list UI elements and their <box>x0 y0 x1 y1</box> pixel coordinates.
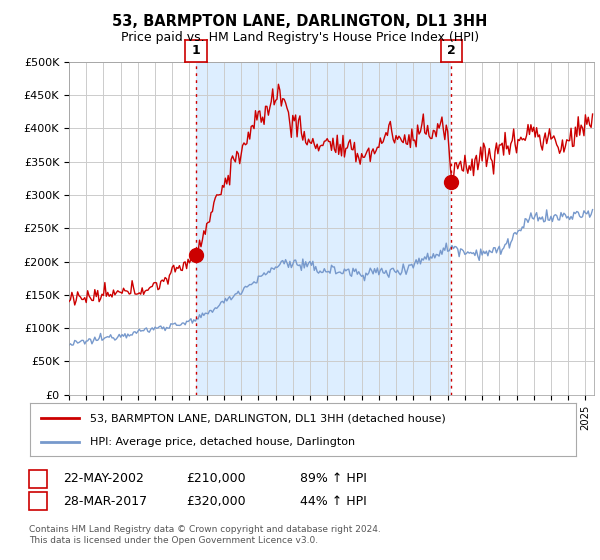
Text: HPI: Average price, detached house, Darlington: HPI: Average price, detached house, Darl… <box>90 436 355 446</box>
Text: 1: 1 <box>34 472 42 486</box>
Bar <box>196 62 451 395</box>
Text: 22-MAY-2002: 22-MAY-2002 <box>63 472 144 486</box>
Text: 28-MAR-2017: 28-MAR-2017 <box>63 494 147 508</box>
Text: £210,000: £210,000 <box>186 472 245 486</box>
Text: 1: 1 <box>191 44 200 58</box>
Text: 89% ↑ HPI: 89% ↑ HPI <box>300 472 367 486</box>
Text: 2: 2 <box>34 494 42 508</box>
Text: Price paid vs. HM Land Registry's House Price Index (HPI): Price paid vs. HM Land Registry's House … <box>121 31 479 44</box>
Text: 44% ↑ HPI: 44% ↑ HPI <box>300 494 367 508</box>
Text: £320,000: £320,000 <box>186 494 245 508</box>
Text: 53, BARMPTON LANE, DARLINGTON, DL1 3HH (detached house): 53, BARMPTON LANE, DARLINGTON, DL1 3HH (… <box>90 413 446 423</box>
Text: 2: 2 <box>447 44 456 58</box>
Text: 53, BARMPTON LANE, DARLINGTON, DL1 3HH: 53, BARMPTON LANE, DARLINGTON, DL1 3HH <box>112 14 488 29</box>
Text: Contains HM Land Registry data © Crown copyright and database right 2024.
This d: Contains HM Land Registry data © Crown c… <box>29 525 380 545</box>
